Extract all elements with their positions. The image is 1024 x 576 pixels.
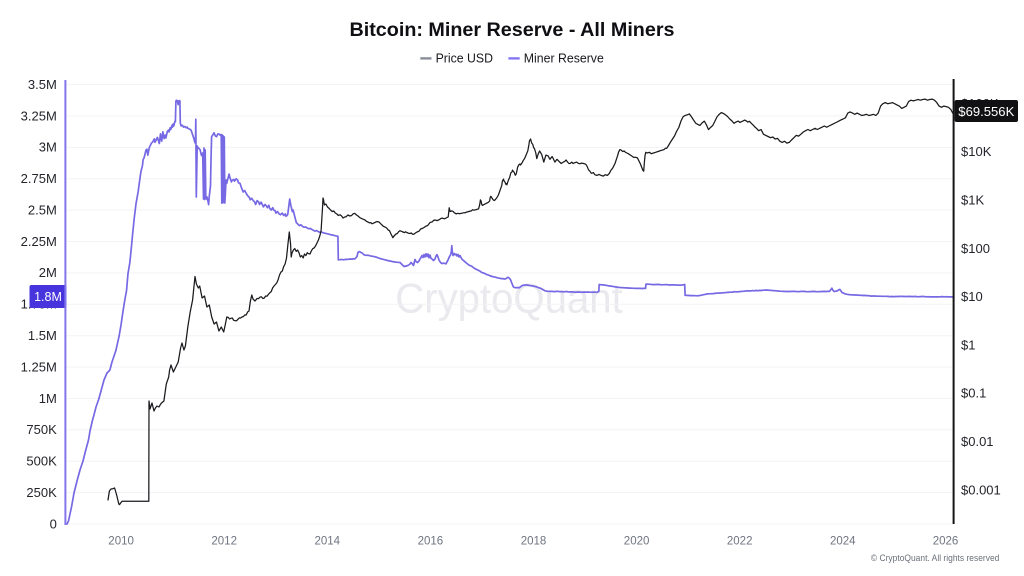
svg-text:$0.1: $0.1 — [961, 386, 986, 401]
svg-text:3.5M: 3.5M — [28, 77, 57, 92]
svg-text:Miner Reserve: Miner Reserve — [524, 52, 604, 66]
svg-text:3.25M: 3.25M — [21, 108, 57, 123]
svg-text:500K: 500K — [26, 454, 57, 469]
svg-text:2016: 2016 — [418, 536, 444, 548]
svg-text:Price USD: Price USD — [436, 52, 493, 66]
svg-text:0: 0 — [50, 516, 57, 531]
svg-text:© CryptoQuant. All rights rese: © CryptoQuant. All rights reserved — [871, 553, 1000, 564]
svg-text:2020: 2020 — [624, 536, 650, 548]
svg-text:2M: 2M — [39, 265, 57, 280]
svg-text:1.25M: 1.25M — [21, 359, 57, 374]
svg-text:CryptoQuant: CryptoQuant — [395, 275, 623, 322]
svg-text:1.8M: 1.8M — [34, 290, 62, 304]
svg-text:$10: $10 — [961, 289, 983, 304]
svg-text:$0.01: $0.01 — [961, 434, 994, 449]
svg-text:1.5M: 1.5M — [28, 328, 57, 343]
svg-text:$1K: $1K — [961, 193, 984, 208]
svg-text:$100: $100 — [961, 241, 990, 256]
svg-text:1M: 1M — [39, 391, 57, 406]
svg-text:$1: $1 — [961, 337, 975, 352]
svg-text:2012: 2012 — [211, 536, 237, 548]
svg-text:2010: 2010 — [108, 536, 134, 548]
svg-text:2018: 2018 — [521, 536, 547, 548]
svg-text:2.75M: 2.75M — [21, 171, 57, 186]
svg-text:250K: 250K — [26, 485, 57, 500]
svg-text:2024: 2024 — [830, 536, 856, 548]
svg-text:$69.556K: $69.556K — [958, 104, 1014, 119]
svg-text:3M: 3M — [39, 140, 57, 155]
svg-text:$0.001: $0.001 — [961, 482, 1001, 497]
svg-text:2.5M: 2.5M — [28, 202, 57, 217]
svg-text:2.25M: 2.25M — [21, 234, 57, 249]
svg-text:$10K: $10K — [961, 144, 992, 159]
svg-text:Bitcoin: Miner Reserve - All M: Bitcoin: Miner Reserve - All Miners — [350, 19, 675, 41]
svg-text:2014: 2014 — [315, 536, 341, 548]
svg-text:2026: 2026 — [933, 536, 959, 548]
svg-text:2022: 2022 — [727, 536, 753, 548]
svg-text:750K: 750K — [26, 422, 57, 437]
